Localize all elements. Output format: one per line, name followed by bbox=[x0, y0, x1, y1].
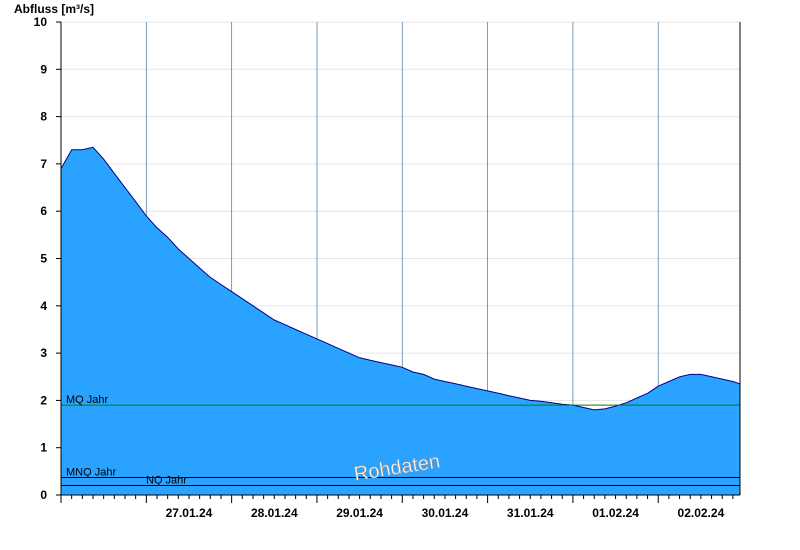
series-layer bbox=[60, 146, 741, 496]
reference-lines: MQ Jahr MNQ Jahr NQ Jahr bbox=[61, 394, 740, 487]
x-tick-label: 28.01.24 bbox=[251, 506, 298, 520]
y-tick-label: 9 bbox=[40, 62, 47, 76]
y-tick-label: 4 bbox=[40, 299, 47, 313]
y-tick-label: 8 bbox=[40, 110, 47, 124]
x-tick-label: 30.01.24 bbox=[422, 506, 469, 520]
x-tick-label: 29.01.24 bbox=[336, 506, 383, 520]
reference-label: MQ Jahr bbox=[66, 394, 109, 406]
discharge-area bbox=[61, 147, 740, 496]
y-tick-label: 7 bbox=[40, 157, 47, 171]
y-tick-label: 6 bbox=[40, 204, 47, 218]
y-tick-label: 5 bbox=[40, 252, 47, 266]
y-tick-label: 1 bbox=[40, 441, 47, 455]
reference-label: MNQ Jahr bbox=[66, 466, 116, 478]
y-tick-label: 0 bbox=[40, 488, 47, 502]
y-tick-label: 3 bbox=[40, 346, 47, 360]
axes: 0 1 2 3 4 5 6 7 8 9 10 27.01.24 28.01.24 29.01.24 30.0… bbox=[34, 15, 741, 520]
y-axis-label: Abfluss [m³/s] bbox=[14, 2, 94, 16]
x-tick-label: 27.01.24 bbox=[166, 506, 213, 520]
y-tick-label: 2 bbox=[40, 393, 47, 407]
y-tick-label: 10 bbox=[34, 15, 48, 29]
x-tick-label: 31.01.24 bbox=[507, 506, 554, 520]
reference-label: NQ Jahr bbox=[146, 475, 187, 487]
x-tick-label: 01.02.24 bbox=[592, 506, 639, 520]
discharge-line bbox=[60, 146, 741, 411]
x-tick-label: 02.02.24 bbox=[678, 506, 725, 520]
